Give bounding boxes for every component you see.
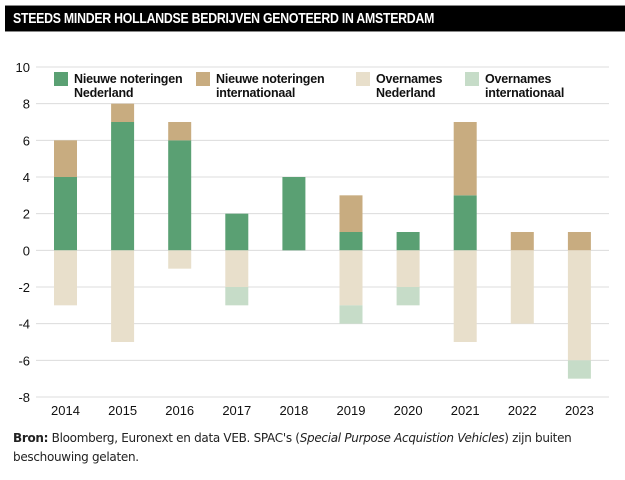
bar-segment	[54, 177, 77, 251]
y-tick-label: -4	[18, 317, 30, 332]
bar-segment	[168, 250, 192, 269]
legend-swatch	[196, 72, 210, 86]
y-tick-label: 10	[16, 60, 30, 75]
bar-segment	[339, 305, 363, 324]
source-note: Bron: Bloomberg, Euronext en data VEB. S…	[13, 429, 613, 467]
bar-segment	[567, 250, 591, 361]
bar-segment	[54, 140, 77, 177]
bar-segment	[111, 122, 135, 251]
y-tick-label: -6	[18, 353, 30, 368]
bar-segment	[396, 287, 420, 306]
y-axis-ticks: 10 8 6 4 2 0 -2 -4 -6 -8	[16, 60, 30, 405]
y-tick-label: 4	[23, 170, 30, 185]
bars	[54, 103, 591, 379]
x-axis-ticks: 2014 2015 2016 2017 2018 2019 2020 2021 2022 2023	[51, 403, 594, 418]
bar-segment	[54, 250, 77, 306]
x-tick-label: 2021	[451, 403, 480, 418]
legend-swatch	[465, 72, 479, 86]
bar-segment	[396, 232, 420, 251]
bar-segment	[339, 250, 363, 306]
y-tick-label: 0	[23, 243, 30, 258]
bar-segment	[168, 140, 192, 251]
chart-title-bar: STEEDS MINDER HOLLANDSE BEDRIJVEN GENOTE…	[5, 5, 625, 32]
bar-segment	[339, 195, 363, 232]
bar-segment	[396, 250, 420, 287]
legend-label: Nieuwe noteringen	[216, 72, 324, 86]
legend-label: Overnames	[376, 72, 443, 86]
legend-swatch	[54, 72, 68, 86]
y-tick-label: -2	[18, 280, 30, 295]
legend-label: internationaal	[485, 86, 564, 100]
bar-segment	[111, 250, 135, 342]
stacked-bar-chart: 10 8 6 4 2 0 -2 -4 -6 -8 2014 2015 2016 2017 2018 2019…	[16, 60, 609, 418]
x-tick-label: 2019	[337, 403, 366, 418]
x-tick-label: 2020	[394, 403, 423, 418]
x-tick-label: 2015	[108, 403, 137, 418]
x-tick-label: 2016	[165, 403, 194, 418]
bar-segment	[453, 122, 477, 196]
legend-label: Nederland	[74, 86, 133, 100]
y-tick-label: 8	[23, 97, 30, 112]
y-tick-label: 6	[23, 133, 30, 148]
legend-swatch	[356, 72, 370, 86]
bar-segment	[225, 287, 249, 306]
bar-segment	[453, 195, 477, 251]
bar-segment	[282, 177, 306, 251]
legend-label: Nederland	[376, 86, 435, 100]
source-text: Bloomberg, Euronext en data VEB. SPAC's …	[48, 431, 300, 445]
bar-segment	[453, 250, 477, 342]
bar-segment	[510, 232, 534, 251]
bar-segment	[510, 250, 534, 324]
legend-label: internationaal	[216, 86, 295, 100]
y-tick-label: -8	[18, 390, 30, 405]
bar-segment	[111, 103, 135, 122]
x-tick-label: 2017	[222, 403, 251, 418]
bar-segment	[339, 232, 363, 251]
x-tick-label: 2018	[279, 403, 308, 418]
source-italic: Special Purpose Acquistion Vehicles	[299, 431, 505, 445]
legend-label: Nieuwe noteringen	[74, 72, 182, 86]
bar-segment	[225, 250, 249, 287]
x-tick-label: 2022	[508, 403, 537, 418]
source-label: Bron:	[13, 431, 49, 445]
x-tick-label: 2023	[565, 403, 594, 418]
source-text-end: ) zijn buiten beschouwing gelaten.	[13, 431, 572, 464]
bar-segment	[567, 232, 591, 251]
legend-label: Overnames	[485, 72, 552, 86]
bar-segment	[225, 213, 249, 251]
bar-segment	[567, 360, 591, 379]
chart-title: STEEDS MINDER HOLLANDSE BEDRIJVEN GENOTE…	[13, 10, 435, 27]
x-tick-label: 2014	[51, 403, 80, 418]
y-tick-label: 2	[23, 207, 30, 222]
bar-segment	[168, 122, 192, 141]
